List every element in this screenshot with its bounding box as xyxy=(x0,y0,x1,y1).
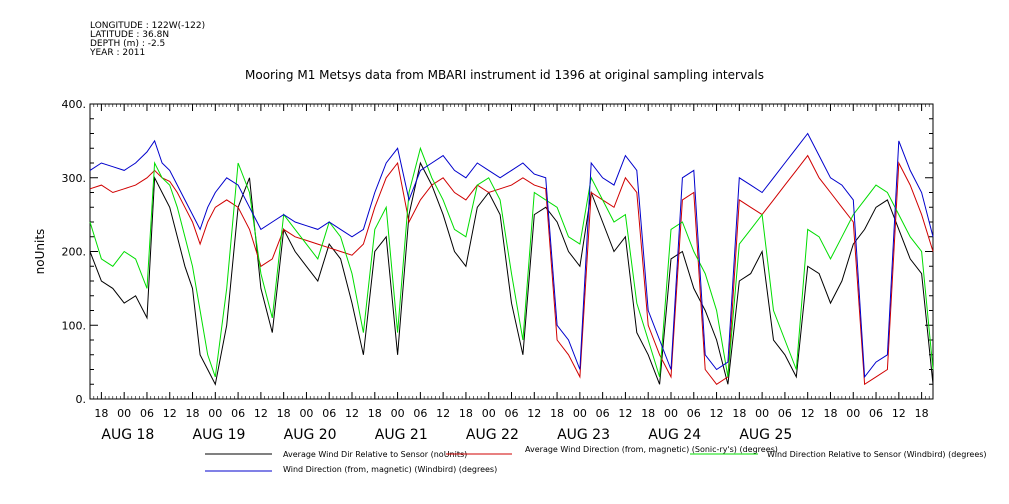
x-tick-label: 00 xyxy=(208,407,222,420)
x-tick-label: 00 xyxy=(846,407,860,420)
day-label: AUG 20 xyxy=(284,427,337,443)
series-line-3 xyxy=(89,146,934,378)
chart-title: Mooring M1 Metsys data from MBARI instru… xyxy=(245,68,764,82)
x-tick-label: 18 xyxy=(732,407,746,420)
day-label: AUG 24 xyxy=(648,427,701,443)
x-tick-label: 18 xyxy=(459,407,473,420)
latitude-label: LATITUDE : 36.8N xyxy=(90,30,170,40)
day-label: AUG 18 xyxy=(101,427,154,443)
x-tick-label: 18 xyxy=(186,407,200,420)
x-tick-label: 12 xyxy=(710,407,724,420)
x-tick-label: 12 xyxy=(436,407,450,420)
x-tick-label: 00 xyxy=(117,407,131,420)
x-tick-label: 12 xyxy=(254,407,268,420)
x-tick-label: 06 xyxy=(140,407,154,420)
legend-label-3: Wind Direction Relative to Sensor (Windb… xyxy=(767,450,987,459)
day-label: AUG 19 xyxy=(193,427,246,443)
y-axis-label: noUnits xyxy=(33,229,47,275)
series-line-2 xyxy=(89,154,934,386)
y-tick-label: 200. xyxy=(62,246,87,259)
x-tick-label: 12 xyxy=(801,407,815,420)
x-tick-label: 06 xyxy=(413,407,427,420)
x-tick-label: 18 xyxy=(823,407,837,420)
depth-label: DEPTH (m) : -2.5 xyxy=(90,39,166,49)
series-line-1 xyxy=(89,161,934,386)
x-tick-label: 06 xyxy=(687,407,701,420)
x-tick-label: 06 xyxy=(869,407,883,420)
x-tick-label: 00 xyxy=(482,407,496,420)
x-tick-label: 12 xyxy=(892,407,906,420)
day-label: AUG 25 xyxy=(739,427,792,443)
plot-frame xyxy=(89,103,934,400)
y-tick-label: 100. xyxy=(62,319,87,332)
x-tick-label: 00 xyxy=(299,407,313,420)
y-tick-label: 400. xyxy=(62,98,87,111)
day-label: AUG 22 xyxy=(466,427,519,443)
x-tick-label: 00 xyxy=(664,407,678,420)
x-tick-label: 12 xyxy=(345,407,359,420)
x-tick-label: 00 xyxy=(755,407,769,420)
y-tick-label: 300. xyxy=(62,172,87,185)
y-tick-label: 0. xyxy=(76,393,87,406)
x-tick-label: 06 xyxy=(505,407,519,420)
x-tick-label: 18 xyxy=(641,407,655,420)
legend-label-2: Average Wind Direction (from, magnetic) … xyxy=(525,445,778,454)
x-tick-label: 18 xyxy=(94,407,108,420)
longitude-label: LONGITUDE : 122W(-122) xyxy=(90,21,206,31)
series-line-4 xyxy=(89,132,934,379)
x-tick-label: 00 xyxy=(573,407,587,420)
day-label: AUG 23 xyxy=(557,427,610,443)
x-tick-label: 06 xyxy=(778,407,792,420)
x-tick-label: 18 xyxy=(277,407,291,420)
year-label: YEAR : 2011 xyxy=(90,48,146,58)
legend-label-4: Wind Direction (from, magnetic) (Windbir… xyxy=(283,465,497,474)
legend-label-1: Average Wind Dir Relative to Sensor (noU… xyxy=(283,450,467,459)
x-tick-label: 12 xyxy=(163,407,177,420)
x-tick-label: 18 xyxy=(550,407,564,420)
day-label: AUG 21 xyxy=(375,427,428,443)
x-tick-label: 00 xyxy=(391,407,405,420)
x-tick-label: 06 xyxy=(596,407,610,420)
x-tick-label: 12 xyxy=(527,407,541,420)
x-tick-label: 12 xyxy=(618,407,632,420)
x-tick-label: 18 xyxy=(915,407,929,420)
x-tick-label: 18 xyxy=(368,407,382,420)
x-tick-label: 06 xyxy=(231,407,245,420)
x-tick-label: 06 xyxy=(322,407,336,420)
